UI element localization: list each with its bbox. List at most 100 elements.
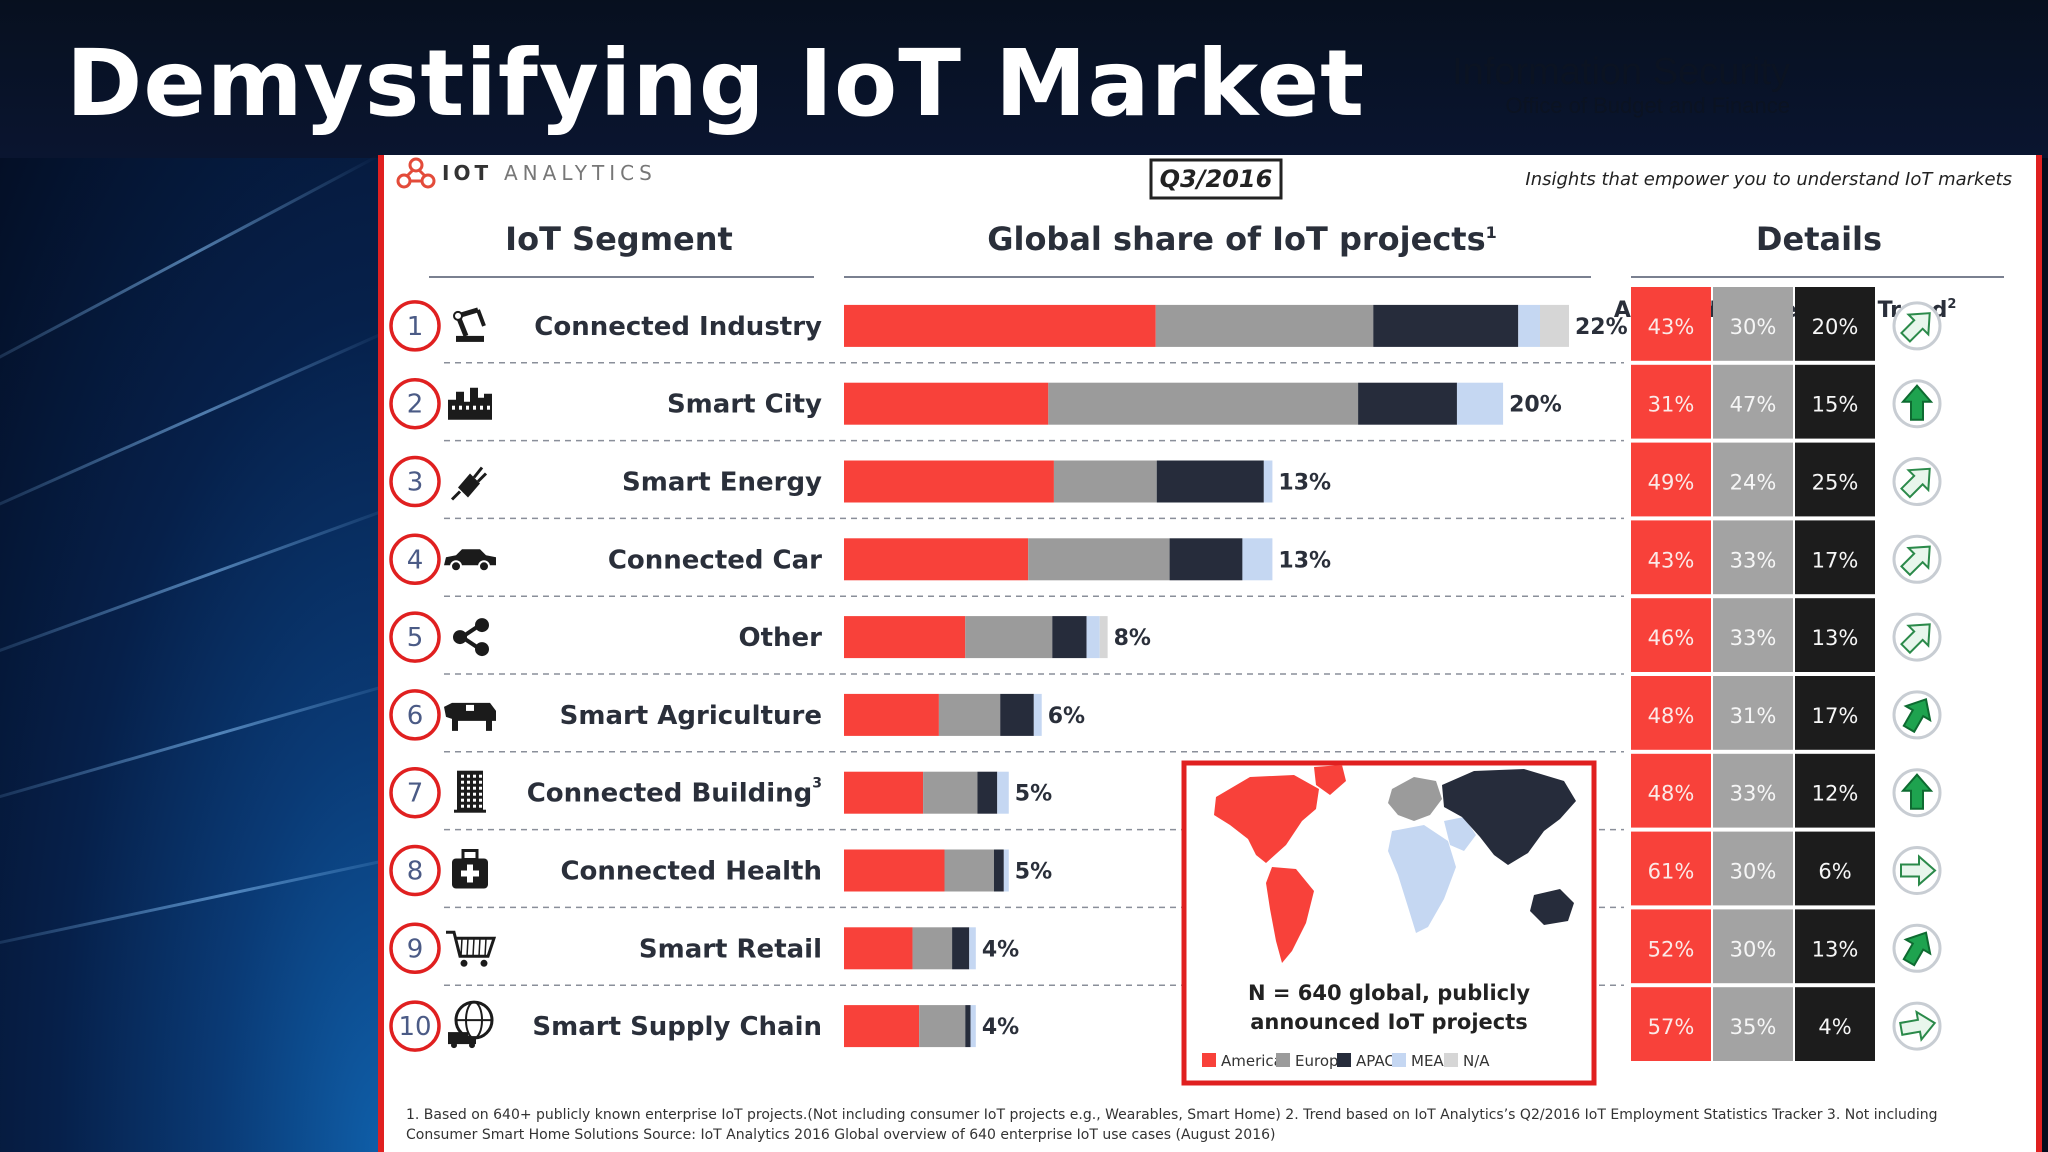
bar-segment-apac [1000, 693, 1034, 736]
legend-item-n-a: N/A [1444, 1052, 1490, 1070]
row-connected-building: 7 Connected Building3 5% 48% 33% 12% [389, 753, 1942, 828]
legend-swatch [1392, 1053, 1406, 1067]
legend-label: APAC [1356, 1052, 1395, 1070]
segment-label: Connected Car [608, 545, 822, 575]
detail-value-apac: 4% [1818, 1015, 1851, 1039]
legend-item-americas: Americas [1202, 1052, 1291, 1070]
rank-number: 4 [407, 545, 424, 575]
bar-segment-americas [844, 927, 913, 970]
bar-segment-mea [970, 1005, 976, 1048]
legend-label: Americas [1221, 1052, 1291, 1070]
detail-value-apac: 17% [1812, 704, 1859, 728]
detail-value-americas: 48% [1648, 782, 1695, 806]
watermark-line2: Office of Budget and Finance [1505, 92, 1790, 118]
bar-segment-mea [1033, 693, 1042, 736]
bar-segment-europe [938, 693, 1001, 736]
bar-segment-americas [844, 1005, 920, 1048]
title-bar [0, 0, 2048, 158]
bar-segment-americas [844, 693, 939, 736]
map-north-america [1214, 775, 1319, 863]
bar-segment-americas [844, 538, 1029, 581]
trend-arrow [1902, 931, 1932, 967]
detail-cell-americas [1631, 287, 1711, 361]
segment-label-text: Smart Supply Chain [532, 1012, 822, 1042]
rank-badge: 7 [389, 766, 441, 819]
detail-cell-europe [1713, 520, 1793, 595]
bar-total-label: 13% [1278, 548, 1331, 573]
bar-segment-apac [965, 1005, 971, 1048]
detail-cell-apac [1795, 364, 1875, 439]
bar-segment-na [1540, 304, 1569, 347]
detail-value-americas: 52% [1648, 937, 1695, 961]
stacked-bar [844, 304, 1569, 347]
row-smart-agriculture: 6 Smart Agriculture 6% 48% 31% 17% [389, 676, 1942, 750]
detail-cell-europe [1713, 831, 1793, 906]
map-south-america [1266, 867, 1314, 963]
detail-cell-americas [1631, 909, 1711, 984]
detail-value-americas: 61% [1648, 860, 1695, 884]
header-share-text: Global share of IoT projects [987, 220, 1485, 258]
detail-value-apac: 6% [1818, 860, 1851, 884]
building-icon [454, 770, 486, 813]
robot-arm-icon [453, 307, 486, 342]
bar-total-label: 8% [1114, 626, 1151, 651]
infographic-svg: IOT ANALYTICS Q3/2016 Insights that empo… [389, 157, 2012, 1143]
molecule-logo-icon [396, 157, 436, 189]
detail-cell-americas [1631, 753, 1711, 828]
trend-arrow [1902, 697, 1932, 734]
trend-arrow [1899, 1009, 1937, 1042]
trend-arrow-icon [1892, 846, 1942, 895]
trend-arrow-icon [1892, 768, 1942, 818]
detail-value-europe: 30% [1730, 860, 1777, 884]
row-smart-supply-chain: 10 Smart Supply Chain 4% 57% 35% 4% [389, 987, 1942, 1061]
map-australia [1530, 889, 1574, 925]
legend-swatch [1337, 1053, 1351, 1067]
bar-total-label: 6% [1048, 704, 1085, 729]
detail-value-apac: 25% [1812, 471, 1859, 495]
detail-cell-apac [1795, 909, 1875, 984]
rank-badge: 5 [389, 611, 441, 663]
segment-label-text: Connected Industry [534, 312, 822, 342]
trend-arrow [1900, 467, 1931, 499]
bar-segment-mea [1086, 616, 1100, 659]
detail-value-europe: 31% [1730, 704, 1777, 728]
legend-item-apac: APAC [1337, 1052, 1395, 1070]
trend-arrow [1900, 623, 1931, 655]
detail-value-europe: 30% [1730, 315, 1777, 339]
detail-value-europe: 30% [1730, 937, 1777, 961]
bar-segment-europe [1028, 538, 1170, 581]
bar-segment-americas [844, 771, 924, 814]
bar-segment-apac [952, 927, 970, 970]
bar-segment-americas [844, 849, 945, 892]
segment-label-sup: 3 [812, 776, 822, 792]
legend-label: Europe [1295, 1052, 1348, 1070]
shopping-cart-icon [446, 930, 497, 967]
rank-number: 5 [407, 623, 424, 653]
map-legend: Americas Europe APAC MEA N/A [1202, 1052, 1490, 1070]
world-map-inset: N = 640 global, publicly announced IoT p… [1181, 760, 1597, 1086]
detail-cell-apac [1795, 287, 1875, 361]
stacked-bar [844, 616, 1108, 659]
detail-value-europe: 35% [1730, 1015, 1777, 1039]
bar-segment-apac [1169, 538, 1243, 581]
legend-swatch [1444, 1053, 1458, 1067]
detail-value-europe: 33% [1730, 782, 1777, 806]
rank-badge: 8 [389, 844, 441, 897]
bar-segment-apac [1156, 460, 1264, 503]
side-background [0, 154, 429, 1152]
bar-segment-americas [844, 460, 1054, 503]
segment-label: Connected Building3 [527, 776, 822, 809]
rank-badge: 10 [389, 1000, 441, 1052]
chart-rows: 1 Connected Industry 22% 43% 30% 20% 2 Smart Ci… [389, 287, 1942, 1061]
detail-value-europe: 33% [1730, 626, 1777, 650]
row-smart-energy: 3 Smart Energy 13% 49% 24% 25% [389, 442, 1942, 517]
segment-label-text: Smart Retail [639, 934, 822, 964]
trend-arrow [1900, 312, 1931, 343]
bar-segment-europe [912, 927, 953, 970]
city-skyline-icon [448, 387, 492, 420]
bar-segment-na [1099, 616, 1108, 659]
detail-cell-americas [1631, 520, 1711, 595]
header-segment: IoT Segment [505, 220, 733, 258]
segment-label-text: Connected Health [560, 857, 822, 887]
power-plug-icon [450, 466, 488, 501]
